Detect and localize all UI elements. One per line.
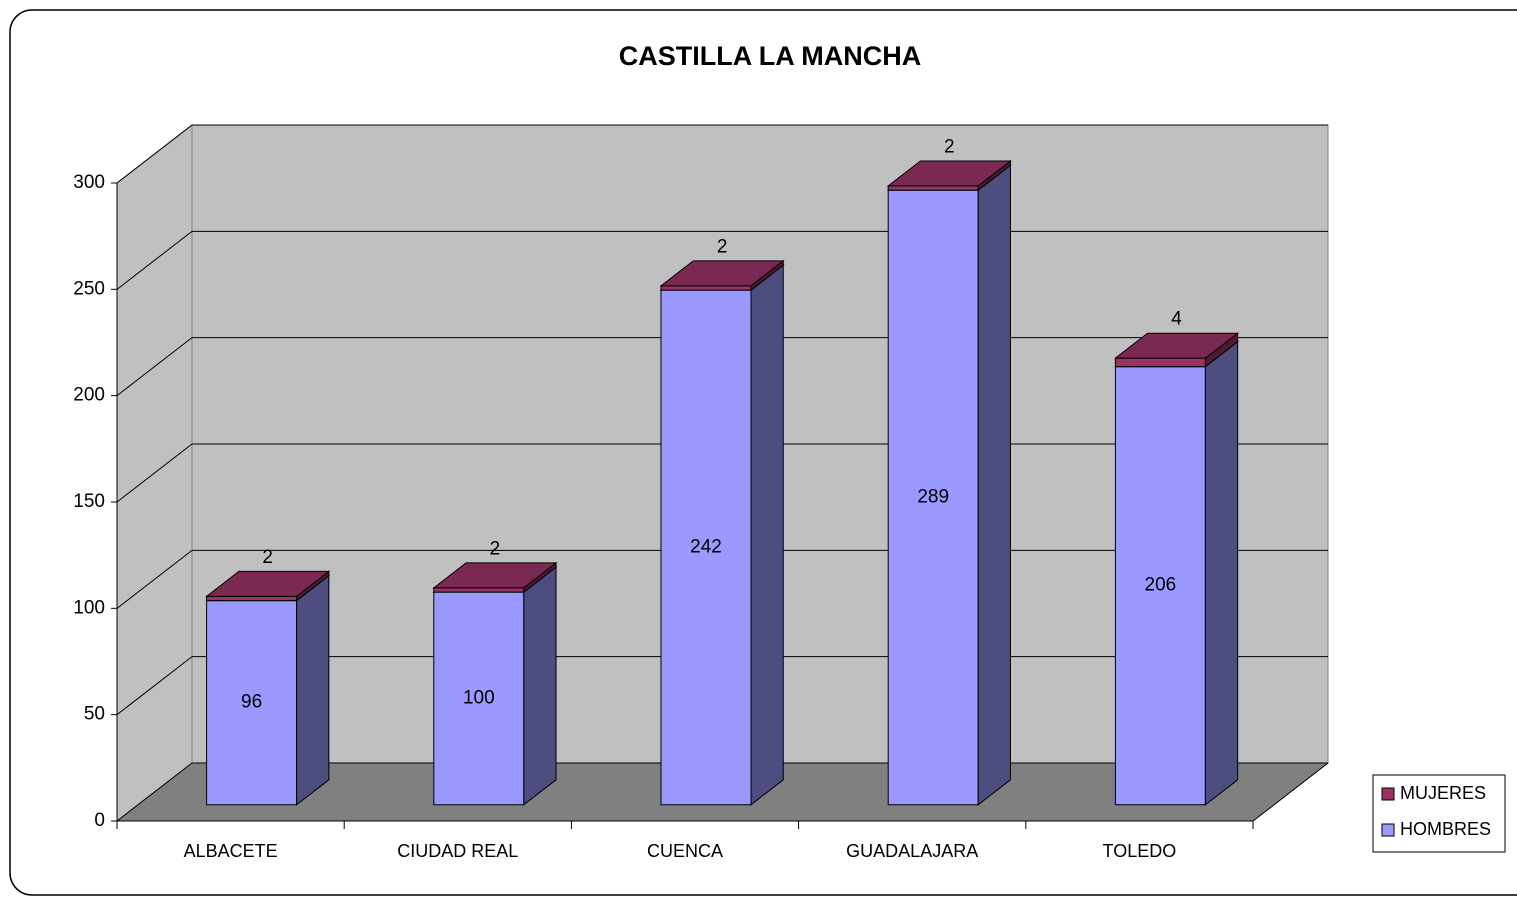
data-label: 100 (463, 687, 495, 708)
chart-title: CASTILLA LA MANCHA (619, 41, 921, 71)
bar-front (1114, 357, 1206, 368)
bar-top (205, 570, 331, 597)
y-tick-label: 200 (73, 385, 105, 406)
bar-top (659, 260, 785, 287)
data-label: 2 (490, 538, 501, 559)
y-tick-label: 250 (73, 278, 105, 299)
x-axis-depth (1252, 762, 1329, 822)
y-tick-label: 100 (73, 597, 105, 618)
grid-line-side (116, 443, 193, 503)
bar-front (1114, 366, 1206, 806)
bar-side (977, 164, 1011, 806)
legend-swatch (1381, 823, 1395, 837)
x-tick-label: TOLEDO (1103, 841, 1177, 861)
x-tick-label: GUADALAJARA (846, 841, 978, 861)
y-tick-label: 0 (94, 810, 105, 831)
grid-line-side (116, 337, 193, 397)
data-label: 2 (262, 547, 273, 568)
grid-line-side (116, 762, 193, 822)
bar-front (660, 285, 752, 291)
x-tick-label: ALBACETE (184, 841, 278, 861)
grid-line-side (116, 656, 193, 716)
legend-swatch (1381, 787, 1395, 801)
bar-side (1204, 340, 1239, 806)
bar-front (433, 587, 525, 593)
bar-front (887, 189, 979, 806)
data-label: 2 (944, 136, 955, 157)
data-label: 242 (690, 536, 722, 557)
data-label: 2 (717, 236, 728, 257)
y-tick-label: 300 (73, 172, 105, 193)
grid-line-side (116, 549, 193, 609)
bar-side (523, 566, 557, 806)
bar-top (432, 562, 558, 589)
legend-label: MUJERES (1400, 783, 1486, 803)
data-label: 206 (1145, 575, 1177, 596)
x-tick-label: CIUDAD REAL (397, 841, 518, 861)
bar-front (887, 185, 979, 191)
legend-box (1372, 774, 1506, 853)
grid-line-side (116, 230, 193, 290)
bar-top (1113, 332, 1240, 359)
grid-line-side (116, 124, 193, 184)
bar-front (206, 595, 298, 602)
bar-side (296, 574, 330, 806)
x-tick-label: CUENCA (647, 841, 723, 861)
data-label: 289 (917, 486, 949, 507)
data-label: 4 (1171, 309, 1182, 330)
bar-top (886, 160, 1012, 187)
legend-label: HOMBRES (1400, 819, 1491, 839)
bar-front (206, 600, 298, 806)
data-label: 96 (241, 692, 262, 713)
y-tick-label: 150 (73, 491, 105, 512)
y-tick-label: 50 (84, 704, 105, 725)
bar-side (750, 264, 784, 806)
bar-front (660, 289, 752, 806)
